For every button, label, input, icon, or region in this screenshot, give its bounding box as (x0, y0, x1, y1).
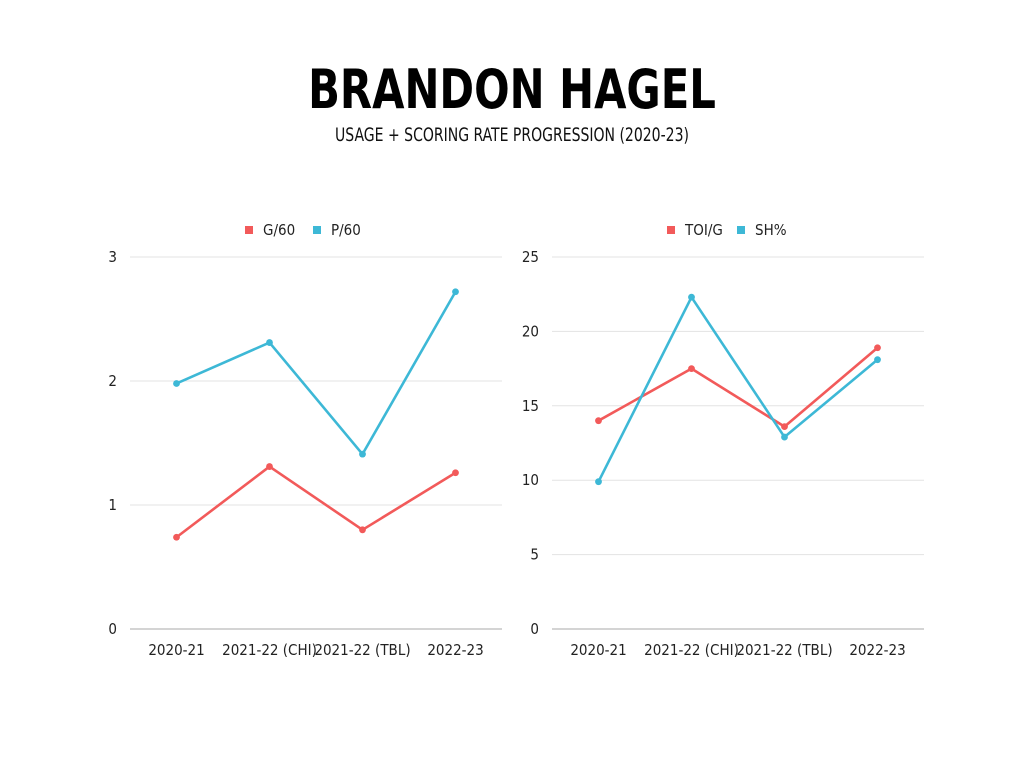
data-point (173, 380, 180, 387)
legend-swatch (313, 226, 321, 234)
y-tick-label: 2 (108, 372, 117, 390)
y-tick-label: 20 (522, 322, 539, 340)
data-point (688, 365, 695, 372)
series-line (175, 291, 457, 456)
x-tick-label: 2022-23 (849, 641, 905, 659)
data-point (595, 478, 602, 486)
y-tick-label: 1 (108, 496, 117, 514)
data-point (781, 423, 788, 431)
legend-label: SH% (755, 221, 787, 239)
series-line (175, 465, 457, 539)
y-tick-label: 10 (522, 471, 539, 489)
legend-swatch (667, 226, 675, 234)
data-point (452, 288, 459, 296)
x-tick-label: 2021-22 (CHI) (644, 641, 739, 659)
y-tick-label: 25 (522, 248, 539, 266)
legend-swatch (737, 226, 745, 234)
y-tick-label: 15 (522, 397, 539, 415)
legend-label: TOI/G (684, 221, 723, 239)
series-line (597, 295, 879, 483)
x-tick-label: 2021-22 (TBL) (736, 641, 832, 659)
legend-label: G/60 (263, 221, 295, 239)
legend-label: P/60 (331, 221, 361, 239)
data-point (874, 356, 881, 364)
x-tick-label: 2022-23 (427, 641, 483, 659)
x-tick-label: 2021-22 (TBL) (314, 641, 410, 659)
y-tick-label: 0 (530, 620, 539, 638)
chart-subtitle: USAGE + SCORING RATE PROGRESSION (2020-2… (335, 124, 689, 146)
series-line (597, 346, 879, 428)
data-point (595, 417, 602, 425)
y-tick-label: 0 (108, 620, 117, 638)
x-tick-label: 2020-21 (148, 641, 204, 659)
chart-title: BRANDON HAGEL (308, 58, 716, 121)
legend-swatch (245, 226, 253, 234)
data-point (359, 526, 366, 534)
data-point (781, 433, 788, 441)
data-point (874, 344, 881, 352)
data-point (688, 293, 695, 301)
y-tick-label: 5 (530, 546, 539, 564)
data-point (359, 450, 366, 458)
data-point (266, 339, 273, 346)
x-tick-label: 2021-22 (CHI) (222, 641, 317, 659)
data-point (173, 533, 180, 541)
y-tick-label: 3 (108, 248, 117, 266)
x-tick-label: 2020-21 (570, 641, 626, 659)
data-point (452, 469, 459, 477)
data-point (266, 463, 273, 470)
